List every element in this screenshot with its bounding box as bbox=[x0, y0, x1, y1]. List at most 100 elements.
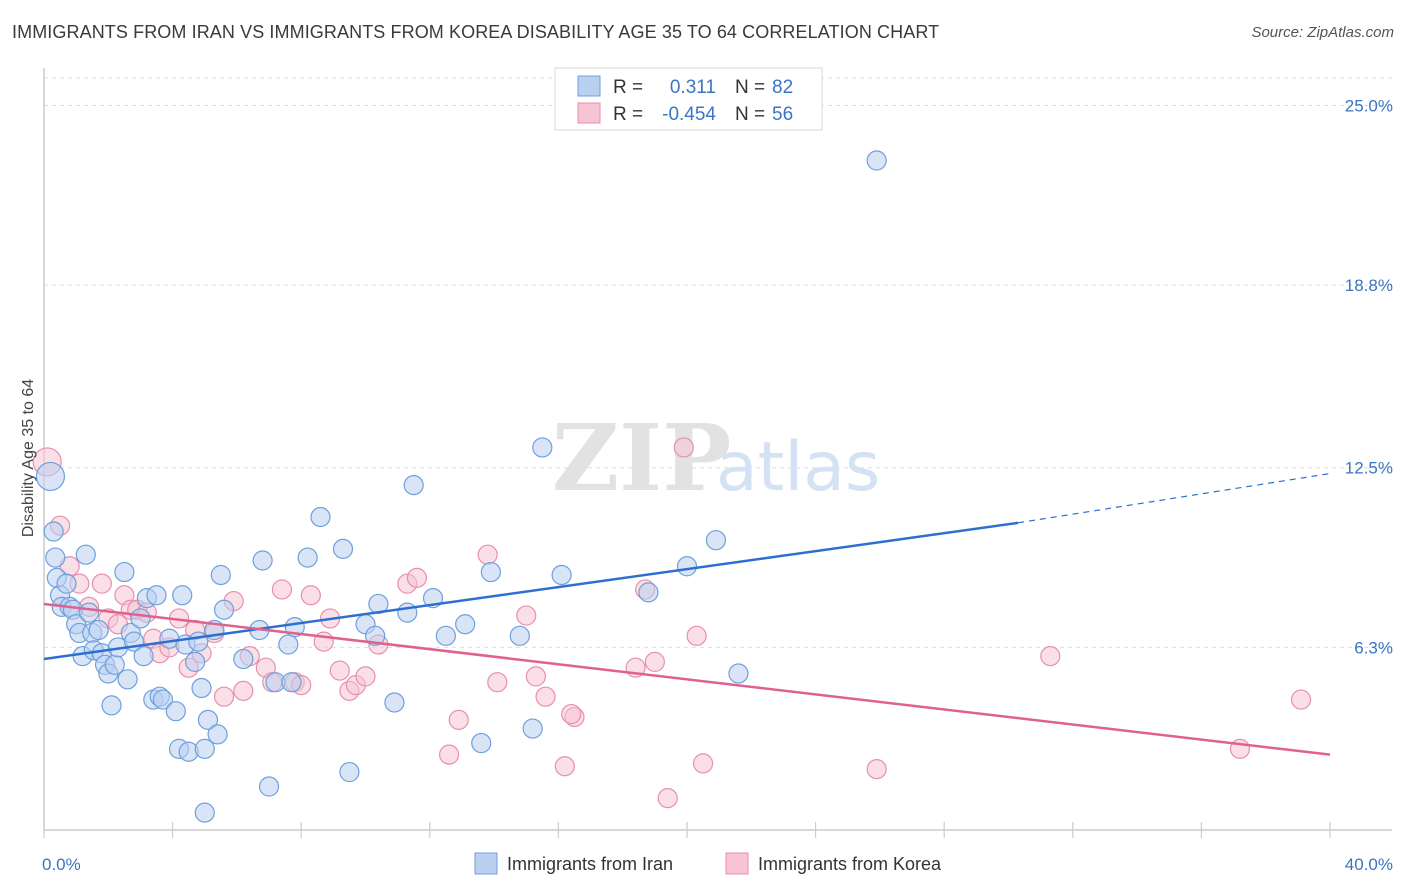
trend-line-korea bbox=[43, 602, 1331, 756]
iran-point bbox=[384, 692, 405, 713]
iran-point bbox=[210, 564, 231, 586]
chart-source: Source: ZipAtlas.com bbox=[1251, 24, 1394, 41]
iran-point bbox=[471, 732, 492, 754]
iran-point bbox=[191, 677, 212, 699]
iran-point bbox=[728, 663, 749, 684]
x-tick-marks bbox=[43, 822, 1331, 838]
iran-point bbox=[455, 614, 476, 635]
legend-r-value-iran: 0.311 bbox=[670, 77, 716, 98]
iran-point bbox=[194, 802, 215, 823]
korea-point bbox=[213, 686, 235, 707]
iran-point bbox=[117, 669, 138, 690]
iran-point bbox=[88, 619, 109, 641]
iran-point bbox=[101, 695, 122, 716]
korea-point bbox=[554, 756, 575, 777]
korea-point bbox=[644, 651, 665, 673]
iran-point bbox=[332, 538, 354, 559]
korea-point bbox=[406, 567, 428, 588]
korea-point bbox=[535, 686, 556, 707]
watermark-atlas: atlas bbox=[716, 428, 880, 507]
watermark-zip: ZIP bbox=[552, 404, 731, 512]
y-tick-label-1: 12.5% bbox=[1345, 459, 1393, 478]
korea-point bbox=[686, 625, 707, 646]
iran-point bbox=[75, 544, 96, 565]
iran-point bbox=[165, 701, 186, 722]
y-tick-label-3: 25.0% bbox=[1345, 96, 1393, 115]
korea-point bbox=[329, 660, 350, 681]
korea-point bbox=[233, 680, 254, 701]
korea-point bbox=[91, 573, 112, 594]
iran-point bbox=[258, 776, 280, 797]
x-tick-label-1: 40.0% bbox=[1345, 855, 1393, 874]
legend-swatch-korea bbox=[577, 102, 601, 124]
iran-point bbox=[281, 672, 302, 693]
iran-point bbox=[339, 761, 360, 783]
iran-point bbox=[551, 564, 572, 586]
iran-point bbox=[185, 651, 206, 673]
iran-point bbox=[78, 602, 100, 623]
legend-n-value-iran: 82 bbox=[772, 77, 793, 98]
chart-title: IMMIGRANTS FROM IRAN VS IMMIGRANTS FROM … bbox=[12, 22, 940, 42]
iran-point bbox=[152, 689, 174, 710]
korea-point bbox=[866, 759, 887, 780]
iran-point bbox=[188, 631, 209, 652]
bottom-legend-swatch-korea bbox=[725, 852, 749, 875]
korea-point bbox=[477, 544, 498, 565]
iran-point bbox=[278, 634, 299, 655]
x-tick-labels: 0.0% 40.0% bbox=[42, 855, 1393, 874]
y-tick-labels: 6.3% 12.5% 18.8% 25.0% bbox=[1345, 96, 1393, 657]
iran-point bbox=[705, 530, 727, 551]
korea-point bbox=[271, 579, 293, 600]
iran-point bbox=[233, 648, 254, 670]
korea-point bbox=[525, 666, 546, 687]
iran-point bbox=[638, 582, 659, 603]
iran-point bbox=[509, 625, 530, 646]
bottom-legend-label-korea: Immigrants from Korea bbox=[758, 854, 942, 874]
iran-point bbox=[56, 573, 77, 594]
trend-line-iran-extension bbox=[1018, 472, 1331, 524]
legend-n-value-korea: 56 bbox=[772, 104, 793, 125]
iran-point bbox=[310, 506, 331, 528]
legend-r-label-korea: R = bbox=[613, 104, 643, 125]
korea-point bbox=[438, 744, 460, 765]
korea-point bbox=[692, 753, 714, 774]
legend-r-value-korea: -0.454 bbox=[662, 104, 716, 125]
iran-point bbox=[207, 724, 228, 745]
legend-r-label-iran: R = bbox=[613, 77, 643, 98]
iran-point bbox=[676, 556, 698, 577]
iran-point bbox=[403, 475, 424, 496]
iran-point bbox=[435, 625, 456, 646]
watermark: ZIP atlas bbox=[552, 404, 880, 512]
iran-point bbox=[114, 561, 135, 583]
korea-point bbox=[516, 605, 537, 626]
iran-point bbox=[532, 437, 553, 458]
bottom-legend-label-iran: Immigrants from Iran bbox=[507, 854, 673, 874]
trend-line-iran bbox=[43, 521, 1019, 661]
iran-point bbox=[133, 646, 154, 667]
korea-point bbox=[355, 666, 376, 687]
iran-point bbox=[146, 585, 167, 606]
iran-point bbox=[866, 150, 887, 171]
series-legend: Immigrants from Iran Immigrants from Kor… bbox=[474, 852, 942, 875]
korea-point bbox=[657, 788, 678, 809]
korea-point bbox=[1040, 646, 1061, 667]
iran-point bbox=[194, 738, 215, 759]
iran-point bbox=[35, 461, 66, 492]
iran-point bbox=[130, 608, 151, 629]
gridlines bbox=[44, 77, 1392, 648]
korea-point bbox=[487, 672, 508, 693]
bottom-legend-swatch-iran bbox=[474, 852, 498, 875]
iran-point bbox=[172, 585, 193, 606]
y-tick-label-2: 18.8% bbox=[1345, 276, 1393, 295]
iran-point bbox=[213, 599, 235, 620]
iran-point bbox=[297, 547, 318, 568]
legend-n-label-iran: N = bbox=[735, 77, 765, 98]
iran-point bbox=[45, 547, 66, 568]
iran-point bbox=[197, 709, 219, 730]
legend-swatch-iran bbox=[577, 75, 601, 97]
y-tick-label-0: 6.3% bbox=[1354, 638, 1393, 657]
korea-point bbox=[300, 585, 321, 606]
iran-point bbox=[252, 550, 273, 571]
x-tick-label-0: 0.0% bbox=[42, 855, 81, 874]
